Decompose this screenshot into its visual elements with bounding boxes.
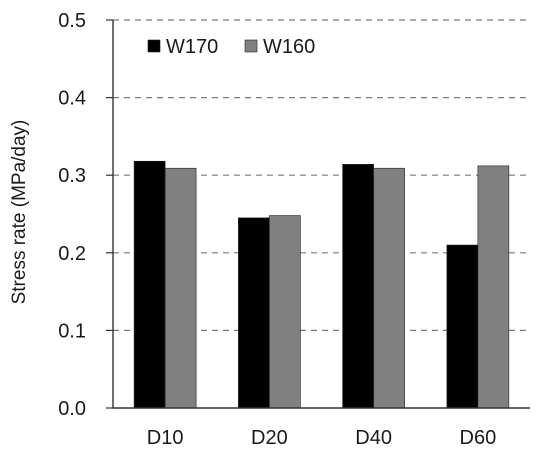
bar-w170-d20 xyxy=(238,217,270,409)
x-tick-label: D60 xyxy=(460,427,497,449)
bar-w170-d10 xyxy=(133,160,166,409)
bar-w160-d60 xyxy=(477,165,510,409)
bars xyxy=(133,160,510,409)
legend-label-w170: W170 xyxy=(166,36,218,58)
legend-label-w160: W160 xyxy=(263,36,315,58)
y-axis-label: Stress rate (MPa/day) xyxy=(9,120,30,305)
y-tick-label: 0.4 xyxy=(58,88,86,110)
bar-w170-d60 xyxy=(446,244,479,409)
bar-w160-d10 xyxy=(164,167,197,409)
x-tick-label: D20 xyxy=(251,427,288,449)
y-tick-label: 0.5 xyxy=(58,10,86,32)
y-tick-label: 0.3 xyxy=(58,165,86,187)
axes xyxy=(112,20,530,409)
legend: W170 W160 xyxy=(147,36,315,58)
bar-w160-d20 xyxy=(269,215,301,409)
bar-w160-d40 xyxy=(373,167,405,409)
legend-swatch-w160 xyxy=(244,39,258,53)
y-tick-label: 0.0 xyxy=(58,398,86,420)
x-tick-labels: D10 D20 D40 D60 xyxy=(147,427,496,449)
x-tick-label: D40 xyxy=(355,427,392,449)
bar-w170-d40 xyxy=(342,164,374,409)
y-tick-label: 0.2 xyxy=(58,243,86,265)
y-tick-label: 0.1 xyxy=(58,320,86,342)
x-tick-label: D10 xyxy=(147,427,184,449)
y-tick-labels: 0.0 0.1 0.2 0.3 0.4 0.5 xyxy=(58,10,113,420)
legend-swatch-w170 xyxy=(147,39,161,53)
